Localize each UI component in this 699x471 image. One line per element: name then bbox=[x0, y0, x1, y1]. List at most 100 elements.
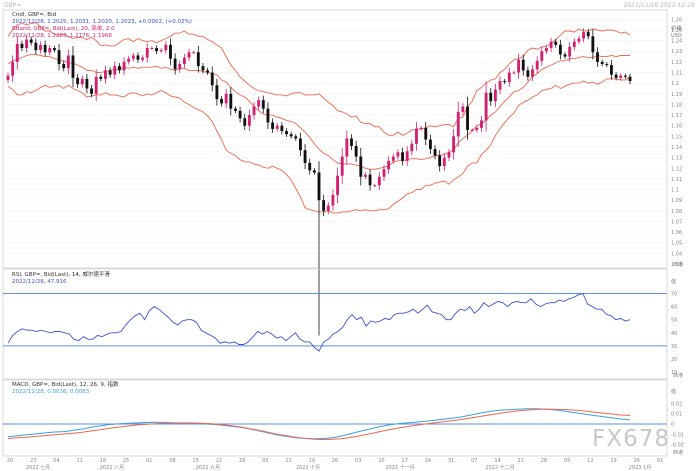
candle-body bbox=[275, 125, 279, 129]
candle-body bbox=[43, 44, 47, 53]
candlesticks bbox=[6, 28, 632, 336]
rsi-legend-title: RSI, GBP=, Bid(Last), 14, 威尔德平滑 bbox=[12, 270, 110, 278]
candle-body bbox=[359, 156, 363, 177]
date-tick-label: 26 bbox=[332, 458, 338, 464]
candle-body bbox=[382, 169, 386, 177]
candle-body bbox=[243, 118, 247, 126]
candle-body bbox=[605, 64, 609, 66]
price-corner-label: 西港 bbox=[673, 261, 683, 268]
rsi-tick-label: 10 bbox=[671, 370, 677, 376]
month-label: 2022 十一月 bbox=[385, 464, 414, 471]
candle-body bbox=[456, 111, 460, 137]
price-tick-label: 1.04 bbox=[671, 251, 682, 257]
date-tick-label: 02 bbox=[657, 458, 663, 464]
window-title: GBP= bbox=[4, 2, 21, 9]
candle-body bbox=[224, 93, 228, 104]
candle-body bbox=[94, 76, 98, 94]
macd-tick-label: -0.02 bbox=[671, 443, 684, 449]
price-gridlines bbox=[3, 19, 667, 265]
date-tick-label: 31 bbox=[448, 458, 454, 464]
candle-body bbox=[535, 60, 539, 70]
candle-body bbox=[257, 100, 261, 107]
candle-body bbox=[619, 75, 623, 78]
candle-body bbox=[247, 115, 251, 126]
candle-body bbox=[596, 52, 599, 62]
price-tick-label: 1.05 bbox=[671, 241, 682, 247]
candle-body bbox=[76, 77, 80, 85]
candle-body bbox=[410, 143, 414, 152]
macd-tick-label: -0.01 bbox=[671, 432, 684, 438]
candle-body bbox=[531, 69, 534, 77]
candle-body bbox=[363, 174, 367, 177]
price-tick-label: 1.09 bbox=[671, 198, 682, 204]
price-tick-label: 1.13 bbox=[671, 156, 682, 162]
rsi-panel-frame bbox=[2, 268, 668, 380]
candle-body bbox=[99, 76, 103, 79]
candle-body bbox=[526, 70, 530, 77]
price-tick-label: 1.23 bbox=[671, 49, 682, 55]
candle-body bbox=[540, 51, 544, 61]
candle-body bbox=[261, 100, 265, 109]
price-tick-label: 1.14 bbox=[671, 145, 682, 151]
macd-axis-unit: 值 bbox=[671, 388, 676, 395]
price-tick-label: 1.18 bbox=[671, 102, 682, 108]
rsi-tick-label: 50 bbox=[671, 318, 677, 324]
candle-body bbox=[368, 174, 372, 186]
date-tick-label: 19 bbox=[309, 458, 315, 464]
date-tick-label: 12 bbox=[587, 458, 593, 464]
candle-body bbox=[299, 138, 302, 151]
candle-body bbox=[586, 32, 590, 37]
candle-body bbox=[285, 131, 288, 135]
price-tick-label: 1.08 bbox=[671, 209, 682, 215]
candle-body bbox=[90, 88, 93, 94]
candle-body bbox=[507, 72, 511, 83]
window-date: 2022/12/28 2022-12-28 bbox=[624, 2, 696, 9]
candle-body bbox=[252, 106, 256, 116]
candle-body bbox=[66, 55, 70, 69]
candle-body bbox=[187, 52, 191, 58]
price-tick-label: 1.11 bbox=[671, 177, 682, 183]
month-label: 2023 1月 bbox=[629, 465, 652, 471]
candle-body bbox=[303, 150, 307, 163]
rsi-tick-label: 30 bbox=[671, 344, 677, 350]
middle-band-line bbox=[7, 53, 630, 170]
date-tick-label: 19 bbox=[610, 458, 616, 464]
date-tick-label: 21 bbox=[518, 458, 524, 464]
macd-legend-title: MACD, GBP=, Bid(Last), 12, 26, 9, 指数 bbox=[12, 380, 119, 388]
month-label: 2022 十二月 bbox=[485, 464, 514, 471]
candle-body bbox=[192, 52, 196, 54]
candle-body bbox=[493, 89, 497, 102]
candle-body bbox=[159, 50, 163, 52]
candle-body bbox=[326, 205, 330, 211]
price-tick-label: 1.12 bbox=[671, 166, 682, 172]
candle-body bbox=[475, 127, 479, 130]
candle-body bbox=[62, 64, 66, 69]
date-tick-label: 07 bbox=[471, 458, 477, 464]
candle-body bbox=[289, 134, 293, 137]
candle-body bbox=[428, 139, 432, 150]
price-tick-label: 1.03 bbox=[671, 262, 682, 268]
price-tick-label: 1.07 bbox=[671, 219, 682, 225]
candle-body bbox=[57, 50, 61, 64]
candle-body bbox=[503, 81, 507, 83]
date-tick-label: 15 bbox=[193, 458, 199, 464]
date-axis: 20 27 04 11 18 25 01 08 15 22 29 05 12 19 26 03 10 17 24 31… bbox=[7, 458, 663, 471]
price-tick-label: 1.16 bbox=[671, 124, 682, 130]
candle-body bbox=[322, 200, 326, 211]
candle-body bbox=[113, 66, 117, 75]
date-tick-label: 22 bbox=[216, 458, 222, 464]
candle-body bbox=[15, 43, 19, 62]
macd-line bbox=[7, 408, 631, 440]
candle-body bbox=[164, 44, 168, 51]
price-panel-frame bbox=[2, 9, 668, 269]
price-tick-label: 1.19 bbox=[671, 92, 682, 98]
candle-body bbox=[131, 55, 135, 59]
candle-body bbox=[6, 75, 10, 80]
candle-body bbox=[25, 39, 28, 49]
candle-body bbox=[466, 106, 469, 130]
month-label: 2022 八月 bbox=[100, 465, 124, 471]
candle-body bbox=[136, 55, 140, 60]
rsi-line bbox=[7, 292, 631, 352]
candle-body bbox=[610, 65, 613, 75]
